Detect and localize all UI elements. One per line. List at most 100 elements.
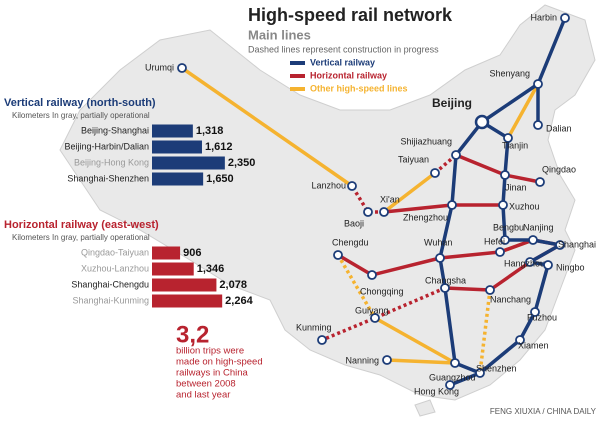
city-label: Fuzhou	[527, 312, 557, 322]
title: High-speed rail network	[248, 5, 453, 25]
city-label: Tianjin	[502, 140, 528, 150]
callout-line: railways in China	[176, 368, 249, 379]
bar-label: Beijing-Hong Kong	[74, 157, 149, 167]
rail-line	[336, 254, 377, 319]
city-marker	[177, 63, 187, 73]
city-marker	[363, 207, 373, 217]
city-marker	[379, 207, 389, 217]
bar	[152, 294, 223, 308]
bar-label: Shanghai-Shenzhen	[67, 173, 149, 183]
city-label: Xiamen	[518, 340, 549, 350]
subtitle: Main lines	[248, 27, 311, 42]
city-label: Changsha	[425, 275, 466, 285]
city-marker	[474, 114, 490, 130]
city-marker	[370, 313, 380, 323]
bar	[152, 246, 181, 260]
chart-title: Horizontal railway (east-west)	[4, 219, 159, 231]
bar	[152, 156, 225, 170]
value-label: 2,078	[219, 279, 247, 291]
city-label: Shijiazhuang	[400, 136, 452, 146]
bar-label: Qingdao-Taiyuan	[81, 247, 149, 257]
rail-line	[478, 243, 561, 375]
city-marker	[435, 253, 445, 263]
city-marker	[445, 380, 455, 390]
bar	[152, 172, 204, 186]
city-label: Dalian	[546, 123, 572, 133]
value-label: 906	[183, 247, 201, 259]
rail-line	[382, 171, 437, 214]
city-marker	[367, 270, 377, 280]
city-marker	[495, 247, 505, 257]
callout-number: 3,2	[176, 321, 209, 348]
city-marker	[347, 181, 357, 191]
city-label: Taiyuan	[398, 154, 429, 164]
bar-label: Shanghai-Chengdu	[71, 279, 149, 289]
city-marker	[440, 283, 450, 293]
city-marker	[500, 170, 510, 180]
bar	[152, 262, 194, 276]
bar-charts: Vertical railway (north-south) Kilometers…	[4, 97, 255, 308]
city-marker	[475, 368, 485, 378]
city-marker	[525, 257, 535, 267]
city-label: Jinan	[505, 182, 527, 192]
callout-line: between 2008	[176, 379, 236, 390]
chart-title: Vertical railway (north-south)	[4, 97, 156, 109]
city-label: Hefei	[484, 236, 505, 246]
city-label: Shenyang	[489, 68, 530, 78]
rail-line	[321, 286, 446, 342]
city-label: Kunming	[296, 322, 332, 332]
bar	[152, 278, 217, 292]
bar-label: Beijing-Harbin/Dalian	[64, 141, 149, 151]
city-marker	[533, 120, 543, 130]
city-label: Harbin	[530, 12, 557, 22]
city-marker	[451, 150, 461, 160]
legend-label: Horizontal railway	[310, 70, 387, 80]
city-marker	[382, 355, 392, 365]
city-marker	[543, 260, 553, 270]
city-label: Hangzhou	[504, 258, 545, 268]
city-label: Shanghai	[558, 239, 596, 249]
city-label: Nanning	[345, 355, 379, 365]
legend: Vertical railway Horizontal railway Other …	[290, 57, 408, 93]
city-marker	[555, 240, 565, 250]
city-label: Guiyang	[355, 305, 389, 315]
city-marker	[503, 133, 513, 143]
callout-line: billion trips were	[176, 346, 244, 357]
rail-line	[478, 289, 492, 374]
city-marker	[317, 335, 327, 345]
city-label: Hong Kong	[414, 386, 459, 396]
legend-label: Other high-speed lines	[310, 83, 408, 93]
city-label: Guangzhou	[429, 372, 476, 382]
chart-subtitle: Kilometers In gray, partially operationa…	[12, 233, 150, 242]
city-marker	[498, 200, 508, 210]
city-marker	[500, 235, 510, 245]
value-label: 1,318	[196, 125, 224, 137]
value-label: 1,650	[206, 173, 234, 185]
city-label: Ningbo	[556, 262, 585, 272]
rail-line	[181, 66, 353, 188]
rail-line	[455, 153, 506, 177]
city-marker	[430, 168, 440, 178]
chart-subtitle: Kilometers In gray, partially operationa…	[12, 111, 150, 120]
note: Dashed lines represent construction in p…	[248, 44, 439, 54]
map-land	[59, 4, 596, 401]
city-marker	[530, 307, 540, 317]
city-label: Chengdu	[332, 237, 369, 247]
cities: Harbin Shenyang Dalian Beijing Tianjin Urumqi…	[145, 12, 596, 396]
city-marker	[528, 235, 538, 245]
city-label: Baoji	[344, 218, 364, 228]
city-marker	[450, 358, 460, 368]
city-label: Qingdao	[542, 164, 576, 174]
bar-label: Xuzhou-Lanzhou	[81, 263, 149, 273]
bar-label: Shanghai-Kunming	[72, 295, 149, 305]
city-label: Bengbu	[493, 222, 524, 232]
value-label: 1,346	[197, 263, 225, 275]
city-marker	[485, 285, 495, 295]
city-marker	[447, 200, 457, 210]
bar-label: Beijing-Shanghai	[81, 125, 149, 135]
rail-line	[504, 173, 541, 184]
callout-line: made on high-speed	[176, 357, 263, 368]
map-hainan	[414, 399, 436, 417]
